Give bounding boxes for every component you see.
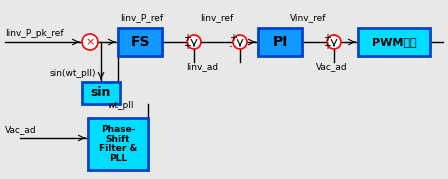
Text: Vac_ad: Vac_ad	[5, 125, 37, 134]
Text: +: +	[229, 33, 237, 43]
Text: FS: FS	[130, 35, 150, 49]
Text: -: -	[229, 41, 233, 51]
Circle shape	[233, 35, 247, 49]
Text: wt_pll: wt_pll	[108, 101, 134, 110]
Text: PWM발생: PWM발생	[372, 37, 416, 47]
Text: +: +	[323, 33, 331, 43]
Text: Phase-
Shift
Filter &
PLL: Phase- Shift Filter & PLL	[99, 125, 137, 163]
Text: Iinv_P_pk_ref: Iinv_P_pk_ref	[5, 29, 64, 38]
Text: Iinv_ref: Iinv_ref	[200, 13, 233, 22]
Text: Iinv_ad: Iinv_ad	[186, 62, 218, 71]
Text: Iinv_P_ref: Iinv_P_ref	[120, 13, 163, 22]
Bar	[82, 82, 120, 104]
Text: ×: ×	[85, 37, 95, 47]
Text: sin: sin	[91, 86, 111, 100]
Text: sin(wt_pll): sin(wt_pll)	[50, 69, 96, 78]
Text: Vinv_ref: Vinv_ref	[290, 13, 327, 22]
Bar	[258, 28, 302, 56]
Text: PI: PI	[272, 35, 288, 49]
Bar	[358, 28, 430, 56]
Circle shape	[327, 35, 341, 49]
Bar	[118, 28, 162, 56]
Text: +: +	[323, 41, 331, 51]
Text: +: +	[183, 33, 191, 43]
Text: Vac_ad: Vac_ad	[316, 62, 348, 71]
Text: +: +	[183, 41, 191, 51]
Circle shape	[82, 34, 98, 50]
Bar	[88, 118, 148, 170]
Circle shape	[187, 35, 201, 49]
